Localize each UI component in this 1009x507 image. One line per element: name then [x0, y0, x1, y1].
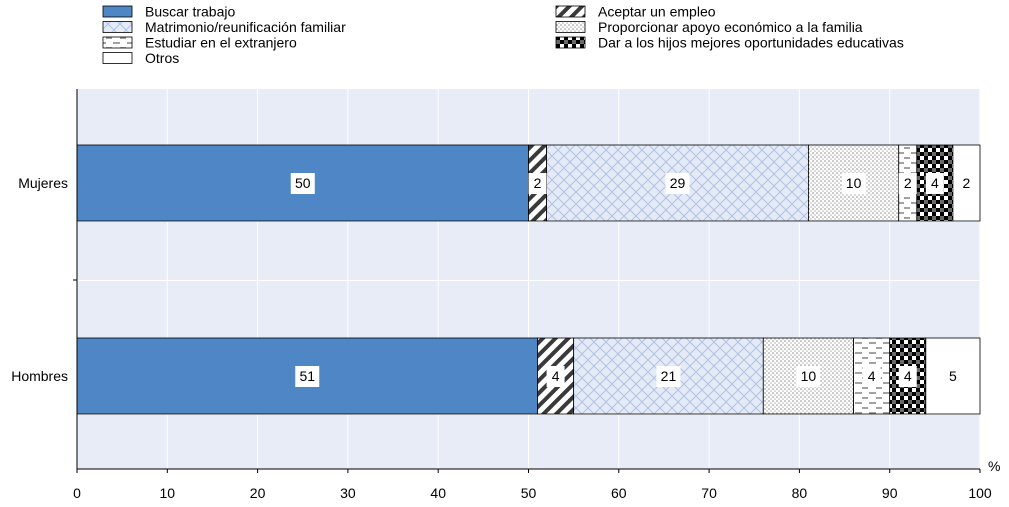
- axes: 0 10 20 30 40 50 60 70 80 90 100 Mujeres Hombres: [11, 89, 992, 501]
- data-label: 4: [931, 175, 939, 191]
- data-label: 21: [661, 368, 677, 384]
- data-label: 2: [904, 175, 912, 191]
- data-label: 4: [904, 368, 912, 384]
- data-label: 4: [552, 368, 560, 384]
- x-tick-label: 60: [611, 485, 627, 501]
- data-label-box: [862, 366, 881, 387]
- data-labels: 50 2 29 10 2 4 2 51 4 21 10 4 4 5: [290, 173, 976, 387]
- data-label-box: [546, 366, 565, 387]
- data-label-box: [656, 366, 681, 387]
- unit-label: %: [988, 458, 1000, 474]
- bar-segment: [916, 144, 954, 222]
- data-label-box: [796, 366, 821, 387]
- legend-swatch: [102, 21, 133, 33]
- data-label: 10: [846, 175, 862, 191]
- data-label: 5: [949, 368, 957, 384]
- legend-swatch: [102, 5, 133, 18]
- data-label: 51: [299, 368, 315, 384]
- data-label: 2: [963, 175, 971, 191]
- data-label: 2: [534, 175, 542, 191]
- data-label-box: [665, 173, 690, 194]
- legend-swatch: [555, 5, 586, 18]
- data-label-box: [925, 173, 944, 194]
- x-tick-label: 40: [430, 485, 446, 501]
- data-label-box: [943, 366, 962, 387]
- x-tick-label: 30: [340, 485, 356, 501]
- legend-swatch: [555, 36, 586, 49]
- x-tick-label: 20: [250, 485, 266, 501]
- data-label: 10: [801, 368, 817, 384]
- data-label-box: [290, 173, 315, 194]
- data-label: 4: [868, 368, 876, 384]
- data-label: 29: [670, 175, 686, 191]
- x-tick-label: 70: [701, 485, 717, 501]
- legend-label: Matrimonio/reunificación familiar: [145, 19, 346, 35]
- legend-label: Aceptar un empleo: [598, 4, 716, 20]
- data-label-box: [295, 366, 320, 387]
- x-tick-label: 100: [968, 485, 992, 501]
- x-tick-label: 50: [521, 485, 537, 501]
- legend-label: Proporcionar apoyo económico a la famili…: [598, 19, 863, 35]
- legend-swatch: [102, 36, 133, 49]
- category-label: Hombres: [11, 368, 68, 384]
- data-label-box: [841, 173, 866, 194]
- legend-swatch: [102, 52, 133, 64]
- data-label-box: [528, 173, 547, 194]
- data-label-box: [898, 366, 917, 387]
- legend-label: Dar a los hijos mejores oportunidades ed…: [598, 35, 904, 51]
- data-label-box: [898, 173, 917, 194]
- x-tick-label: 90: [882, 485, 898, 501]
- x-tick-label: 80: [792, 485, 808, 501]
- data-label-box: [957, 173, 976, 194]
- x-tick-label: 10: [160, 485, 176, 501]
- legend-label: Buscar trabajo: [145, 4, 235, 20]
- legend-swatch: [555, 21, 586, 33]
- legend-label: Otros: [145, 50, 179, 66]
- data-label: 50: [295, 175, 311, 191]
- x-tick-label: 0: [73, 485, 81, 501]
- category-label: Mujeres: [18, 175, 68, 191]
- legend-label: Estudiar en el extranjero: [145, 35, 297, 51]
